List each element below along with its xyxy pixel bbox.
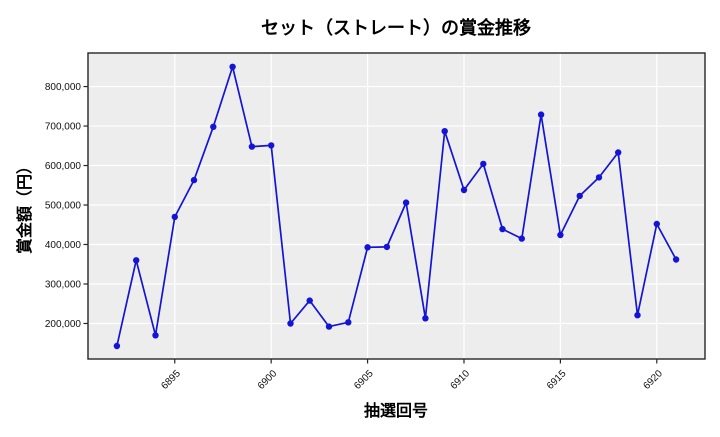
data-point bbox=[306, 297, 313, 304]
data-point bbox=[229, 63, 236, 70]
x-tick-label: 6900 bbox=[256, 368, 280, 392]
data-point bbox=[248, 143, 256, 150]
data-point bbox=[499, 225, 506, 233]
data-point bbox=[402, 199, 410, 206]
data-point bbox=[210, 123, 217, 130]
data-point bbox=[634, 312, 641, 319]
data-point bbox=[133, 257, 140, 264]
data-point bbox=[171, 213, 178, 221]
y-axis-label: 賞金額（円） bbox=[15, 158, 34, 254]
data-point bbox=[113, 342, 121, 350]
y-tick-label: 700,000 bbox=[45, 122, 82, 133]
data-point bbox=[441, 128, 448, 135]
x-axis-label: 抽選回号 bbox=[364, 401, 428, 420]
data-point bbox=[325, 323, 333, 330]
data-point bbox=[460, 186, 468, 194]
data-point bbox=[518, 235, 525, 242]
y-tick-label: 300,000 bbox=[45, 279, 82, 290]
x-tick-label: 6910 bbox=[449, 368, 473, 392]
data-point bbox=[287, 320, 294, 327]
x-tick-label: 6905 bbox=[352, 368, 376, 392]
data-point bbox=[557, 231, 564, 239]
y-tick-label: 200,000 bbox=[45, 319, 82, 330]
x-tick-label: 6920 bbox=[641, 368, 665, 392]
prize-line-series bbox=[116, 65, 677, 347]
x-tick-label: 6895 bbox=[159, 368, 183, 392]
data-point bbox=[190, 176, 198, 184]
data-point bbox=[672, 256, 680, 263]
x-tick-label: 6915 bbox=[545, 368, 569, 392]
y-tick-label: 600,000 bbox=[45, 161, 82, 172]
y-tick-label: 500,000 bbox=[45, 201, 82, 212]
data-point bbox=[576, 192, 583, 200]
data-point bbox=[152, 332, 159, 339]
chart-title: セット（ストレート）の賞金推移 bbox=[261, 17, 531, 38]
data-point bbox=[422, 315, 429, 322]
data-point bbox=[345, 319, 352, 326]
y-tick-label: 800,000 bbox=[45, 82, 82, 93]
data-point bbox=[480, 160, 487, 168]
plot-area: 200,000 300,000 400,000 500,000 600,000 700,0… bbox=[45, 52, 706, 392]
y-tick-label: 400,000 bbox=[45, 240, 82, 251]
data-point bbox=[268, 142, 275, 149]
data-point bbox=[615, 149, 622, 156]
axes-spines bbox=[87, 52, 706, 360]
data-point bbox=[595, 174, 603, 181]
data-point bbox=[364, 244, 371, 251]
data-point bbox=[537, 111, 545, 118]
data-point bbox=[383, 243, 391, 251]
data-point bbox=[653, 220, 660, 228]
plot-panel bbox=[88, 53, 705, 359]
